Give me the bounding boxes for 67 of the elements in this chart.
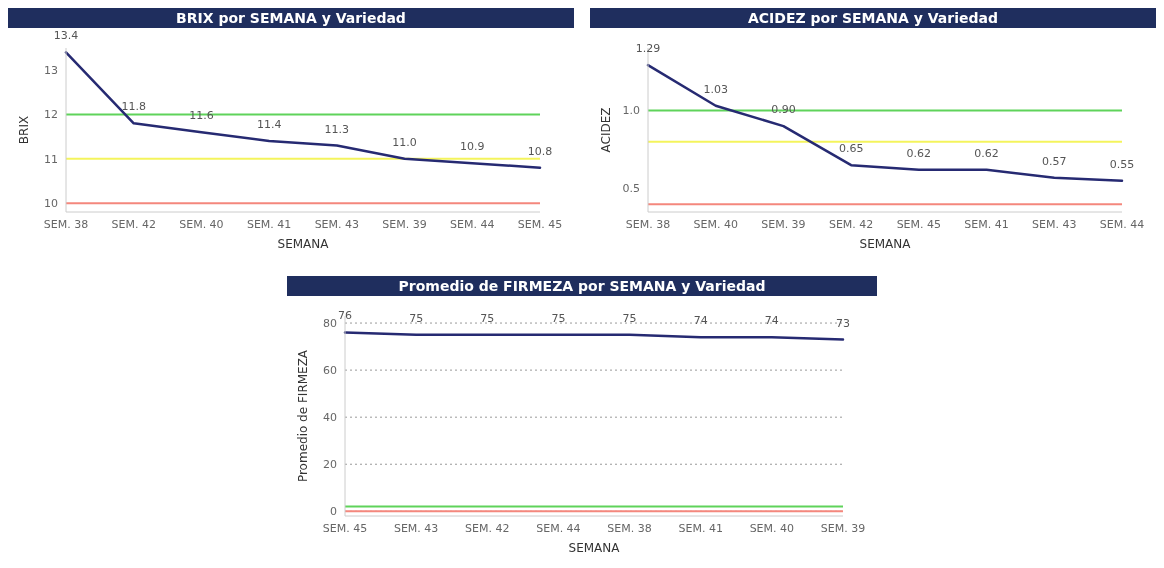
y-tick-label: 13	[44, 64, 58, 78]
y-tick-label: 1.0	[622, 104, 640, 118]
y-axis-title: Promedio de FIRMEZA	[296, 349, 311, 483]
x-tick-label: SEM. 43	[314, 217, 360, 231]
text: 0.55	[1109, 157, 1135, 171]
data-label: 76	[338, 309, 352, 323]
data-label: 74	[693, 314, 708, 328]
y-tick-label: 80	[323, 316, 337, 330]
x-tick-label: SEM. 42	[465, 521, 510, 535]
x-tick-label: SEM. 43	[1032, 217, 1077, 231]
text: 1.03	[703, 82, 728, 96]
x-tick-label: SEM. 41	[246, 217, 292, 231]
text: 11.4	[256, 118, 282, 132]
x-tick-label: SEM. 44	[536, 521, 581, 535]
x-tick-label: SEM. 45	[517, 217, 563, 231]
data-label: 75	[409, 311, 424, 325]
text: 13.4	[53, 29, 79, 43]
chart-title: ACIDEZ por SEMANA y Variedad	[590, 8, 1156, 28]
y-axis-title: ACIDEZ	[599, 107, 614, 153]
x-tick-label: SEM. 38	[43, 217, 89, 231]
data-label: 75	[551, 311, 566, 325]
chart-title: BRIX por SEMANA y Variedad	[8, 8, 574, 28]
x-axis-title: SEMANA	[568, 541, 621, 555]
x-tick-label: SEM. 39	[820, 521, 866, 535]
y-tick-label: 20	[323, 458, 337, 472]
x-tick-label: SEM. 44	[450, 217, 495, 231]
text: 10.9	[460, 140, 485, 154]
x-tick-label: SEM. 38	[607, 521, 652, 535]
text: 11.3	[324, 122, 350, 136]
x-tick-label: SEM. 44	[1099, 217, 1145, 231]
text: 0.62	[906, 146, 932, 160]
x-tick-label: SEM. 42	[111, 217, 156, 231]
data-label: 73	[836, 316, 850, 330]
x-tick-label: SEM. 45	[896, 217, 942, 231]
x-tick-label: SEM. 40	[693, 217, 738, 231]
y-tick-label: 60	[323, 364, 337, 378]
x-tick-label: SEM. 45	[322, 521, 368, 535]
data-label: 75	[622, 311, 637, 325]
x-tick-label: SEM. 43	[393, 521, 439, 535]
x-axis-title: SEMANA	[859, 237, 912, 251]
text: 11.8	[121, 100, 146, 114]
y-tick-label: 10	[44, 197, 58, 211]
x-tick-label: SEM. 42	[828, 217, 874, 231]
y-tick-label: 11	[44, 152, 58, 166]
text: 0.65	[838, 142, 864, 156]
line-series	[343, 331, 845, 341]
text: 0.57	[1042, 154, 1067, 168]
data-label: 74	[764, 314, 779, 328]
text: 11.0	[392, 135, 417, 149]
x-tick-label: SEM. 40	[749, 521, 795, 535]
y-tick-label: 0	[330, 505, 337, 519]
text: 0.62	[974, 146, 999, 160]
y-tick-label: 40	[323, 411, 337, 425]
text: 10.8	[527, 144, 553, 158]
y-tick-label: 0.5	[622, 182, 640, 196]
x-tick-label: SEM. 41	[964, 217, 1009, 231]
data-label: 75	[480, 311, 495, 325]
x-tick-label: SEM. 40	[179, 217, 224, 231]
x-tick-label: SEM. 39	[761, 217, 806, 231]
x-tick-label: SEM. 41	[678, 521, 723, 535]
text: 1.29	[635, 42, 661, 56]
y-axis-title: BRIX	[17, 115, 32, 145]
chart-title: Promedio de FIRMEZA por SEMANA y Variedad	[287, 276, 877, 296]
x-tick-label: SEM. 38	[625, 217, 671, 231]
y-tick-label: 12	[44, 108, 58, 122]
x-axis-title: SEMANA	[277, 237, 330, 251]
x-tick-label: SEM. 39	[382, 217, 427, 231]
